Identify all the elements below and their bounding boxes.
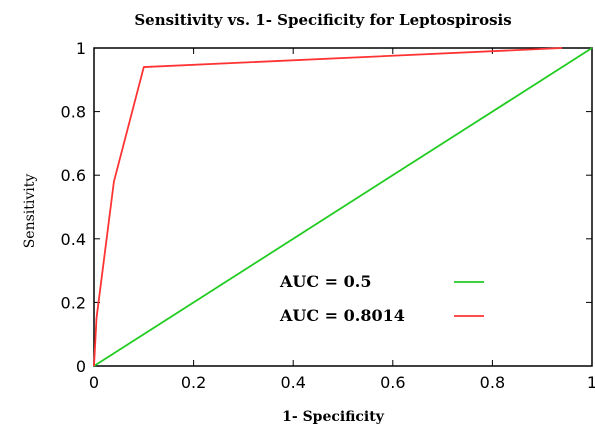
x-axis-label: 1- Specificity <box>282 409 385 425</box>
y-axis-label: Sensitivity <box>22 174 38 249</box>
y-tick-label: 0.6 <box>61 166 86 185</box>
y-tick-label: 0 <box>76 357 86 376</box>
chart-title: Sensitivity vs. 1- Specificity for Lepto… <box>134 11 511 29</box>
series-line-roc <box>93 47 563 367</box>
y-tick-label: 0.2 <box>61 293 86 312</box>
y-tick-label: 0.8 <box>61 103 86 122</box>
legend-label: AUC = 0.5 <box>279 272 371 291</box>
x-tick-label: 0.8 <box>480 373 505 392</box>
plot-area: 0 0.2 0.4 0.6 0.8 1 0 0.2 0.4 0.6 0.8 1 <box>61 39 595 392</box>
x-tick-label: 0.2 <box>181 373 206 392</box>
y-tick-label: 1 <box>76 39 86 58</box>
y-tick-label: 0.4 <box>61 230 86 249</box>
x-tick-label: 0.4 <box>280 373 305 392</box>
x-tick-label: 0.6 <box>380 373 405 392</box>
legend-label: AUC = 0.8014 <box>279 306 405 325</box>
series-line-reference <box>93 47 593 367</box>
x-tick-label: 0 <box>89 373 99 392</box>
x-tick-label: 1 <box>587 373 595 392</box>
plot-frame <box>93 47 593 367</box>
legend: AUC = 0.5 AUC = 0.8014 <box>279 272 484 325</box>
